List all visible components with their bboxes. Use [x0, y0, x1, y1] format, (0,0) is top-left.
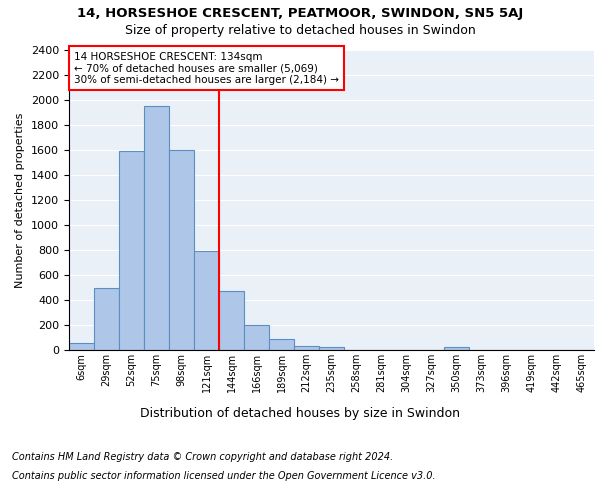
Bar	[444, 347, 469, 350]
Bar	[144, 106, 169, 350]
Bar	[94, 288, 119, 350]
Text: 14 HORSESHOE CRESCENT: 134sqm
← 70% of detached houses are smaller (5,069)
30% o: 14 HORSESHOE CRESCENT: 134sqm ← 70% of d…	[74, 52, 339, 84]
Text: Size of property relative to detached houses in Swindon: Size of property relative to detached ho…	[125, 24, 475, 37]
Bar	[319, 347, 344, 350]
Bar	[219, 291, 244, 350]
Text: Contains public sector information licensed under the Open Government Licence v3: Contains public sector information licen…	[12, 471, 436, 481]
Text: Distribution of detached houses by size in Swindon: Distribution of detached houses by size …	[140, 408, 460, 420]
Text: Contains HM Land Registry data © Crown copyright and database right 2024.: Contains HM Land Registry data © Crown c…	[12, 452, 393, 462]
Text: 14, HORSESHOE CRESCENT, PEATMOOR, SWINDON, SN5 5AJ: 14, HORSESHOE CRESCENT, PEATMOOR, SWINDO…	[77, 8, 523, 20]
Bar	[244, 325, 269, 350]
Y-axis label: Number of detached properties: Number of detached properties	[16, 112, 25, 288]
Bar	[119, 151, 144, 350]
Bar	[269, 339, 294, 350]
Bar	[194, 251, 219, 350]
Bar	[169, 150, 194, 350]
Bar	[69, 342, 94, 350]
Bar	[294, 346, 319, 350]
